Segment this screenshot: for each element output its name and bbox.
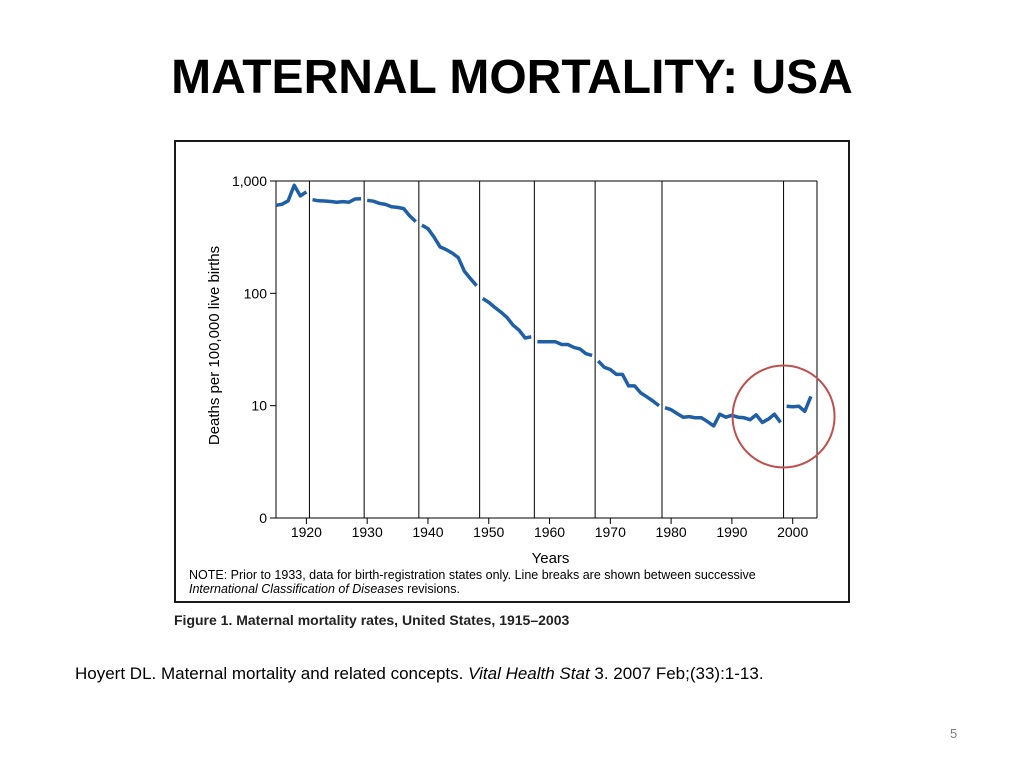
- figure-frame: 0 10 100 1,000 1920 1930 1940 1950 1960 1970 1980 1…: [174, 140, 850, 603]
- series-line-segment-2: [366, 198, 417, 223]
- series-line-segment-5: [537, 340, 593, 358]
- figure-caption: Figure 1. Maternal mortality rates, Unit…: [174, 612, 570, 628]
- x-tick-label: 2000: [777, 524, 808, 540]
- x-tick-label: 1930: [352, 524, 383, 540]
- series-line-segment-4: [481, 297, 532, 340]
- citation-journal: Vital Health Stat: [468, 664, 590, 683]
- x-tick-label: 1950: [473, 524, 504, 540]
- note-text: NOTE: Prior to 1933, data for birth-regi…: [189, 568, 756, 582]
- y-axis-label: Deaths per 100,000 live births: [206, 246, 223, 445]
- x-tick-label: 1920: [291, 524, 322, 540]
- citation-text: Hoyert DL. Maternal mortality and relate…: [75, 664, 469, 683]
- annotation-circle: [731, 364, 836, 469]
- y-tick-label: 100: [244, 285, 268, 301]
- page-number: 5: [950, 726, 958, 741]
- citation-details: 3. 2007 Feb;(33):1-13.: [589, 664, 764, 683]
- series-line-segment-8: [786, 395, 813, 414]
- series-line-segment-7: [664, 406, 782, 428]
- series-line-segment-0: [275, 183, 308, 208]
- x-tick-label: 1980: [656, 524, 687, 540]
- note-italic-text: International Classification of Diseases: [189, 582, 404, 596]
- x-tick-label: 1990: [716, 524, 747, 540]
- figure-note: NOTE: Prior to 1933, data for birth-regi…: [189, 568, 839, 596]
- mortality-chart: 0 10 100 1,000 1920 1930 1940 1950 1960 1970 1980 1…: [206, 173, 836, 567]
- y-tick-label: 1,000: [232, 173, 267, 189]
- citation: Hoyert DL. Maternal mortality and relate…: [75, 664, 764, 684]
- slide-title: MATERNAL MORTALITY: USA: [171, 51, 853, 104]
- x-tick-label: 1960: [534, 524, 565, 540]
- series-line-segment-6: [596, 359, 661, 408]
- x-axis-label: Years: [532, 550, 570, 567]
- series-line-segment-3: [421, 223, 478, 287]
- y-tick-label: 0: [259, 510, 267, 526]
- x-tick-label: 1940: [412, 524, 443, 540]
- x-tick-label: 1970: [595, 524, 626, 540]
- y-tick-label: 10: [251, 398, 267, 414]
- note-suffix-text: revisions.: [403, 582, 460, 596]
- series-line-segment-1: [312, 196, 362, 204]
